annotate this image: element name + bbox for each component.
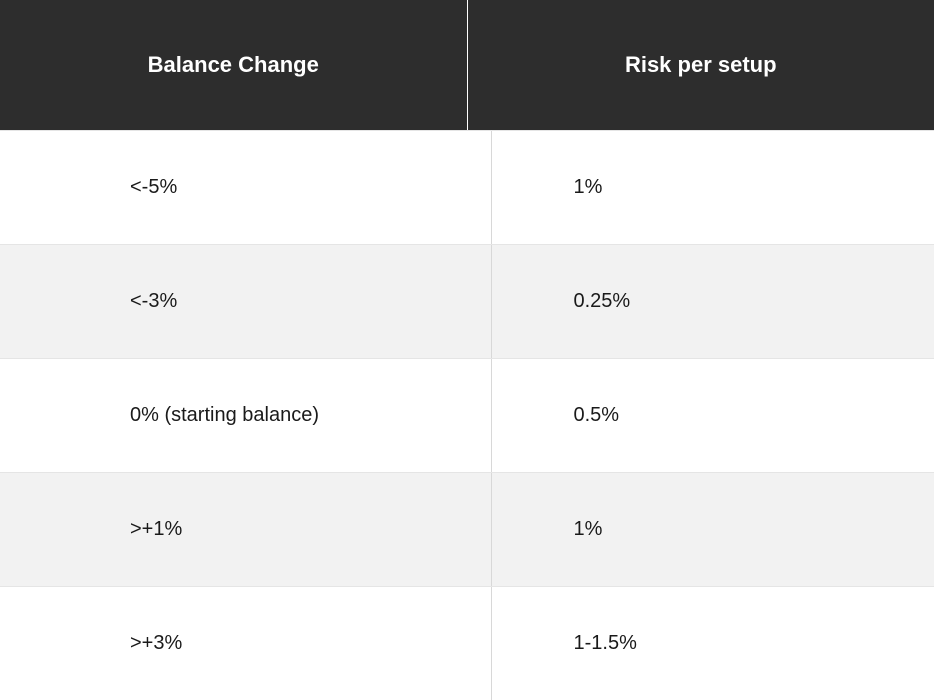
- cell-value: <-3%: [130, 290, 177, 313]
- cell-risk: 1-1.5%: [492, 587, 934, 700]
- cell-value: >+1%: [130, 518, 182, 541]
- table-row: >+3% 1-1.5%: [0, 586, 934, 700]
- cell-value: 0% (starting balance): [130, 404, 319, 427]
- cell-balance-change: >+1%: [0, 473, 492, 586]
- cell-balance-change: <-5%: [0, 131, 492, 244]
- table-row: >+1% 1%: [0, 472, 934, 586]
- table-row: <-5% 1%: [0, 130, 934, 244]
- column-header-balance-change: Balance Change: [0, 0, 468, 130]
- cell-value: <-5%: [130, 176, 177, 199]
- cell-risk: 0.5%: [492, 359, 934, 472]
- cell-risk: 1%: [492, 131, 934, 244]
- column-header-label: Balance Change: [148, 52, 319, 78]
- table-header-row: Balance Change Risk per setup: [0, 0, 934, 130]
- cell-risk: 0.25%: [492, 245, 934, 358]
- cell-value: 1%: [574, 176, 603, 199]
- table-row: 0% (starting balance) 0.5%: [0, 358, 934, 472]
- cell-value: 1-1.5%: [574, 632, 637, 655]
- cell-value: 0.5%: [574, 404, 620, 427]
- cell-value: 1%: [574, 518, 603, 541]
- column-header-label: Risk per setup: [625, 52, 777, 78]
- table-row: <-3% 0.25%: [0, 244, 934, 358]
- risk-table: Balance Change Risk per setup <-5% 1% <-…: [0, 0, 934, 700]
- cell-balance-change: 0% (starting balance): [0, 359, 492, 472]
- cell-value: 0.25%: [574, 290, 631, 313]
- cell-risk: 1%: [492, 473, 934, 586]
- cell-balance-change: <-3%: [0, 245, 492, 358]
- cell-value: >+3%: [130, 632, 182, 655]
- cell-balance-change: >+3%: [0, 587, 492, 700]
- column-header-risk: Risk per setup: [468, 0, 934, 130]
